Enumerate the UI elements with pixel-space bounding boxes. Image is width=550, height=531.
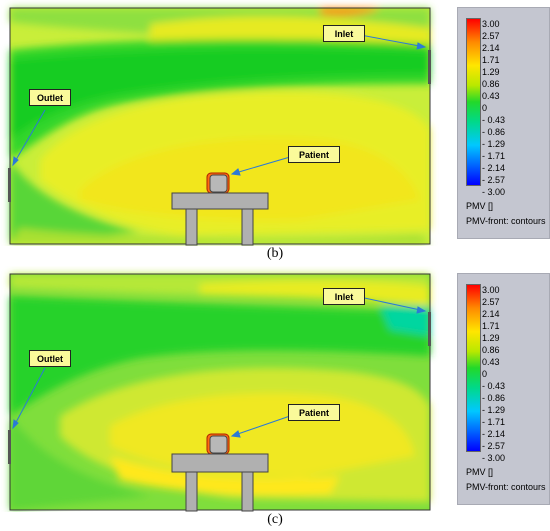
legend-tick: - 1.29 <box>482 139 506 149</box>
legend-tick: 2.14 <box>482 309 500 319</box>
patient-body <box>209 174 228 193</box>
pmv-field <box>8 273 431 511</box>
legend-tick: 1.29 <box>482 333 500 343</box>
inlet-vent <box>428 50 431 84</box>
outlet-vent <box>8 168 11 202</box>
legend-tick: - 2.57 <box>482 441 506 451</box>
patient-label: Patient <box>288 146 340 163</box>
legend-tick: - 2.57 <box>482 175 506 185</box>
outlet-vent <box>8 430 11 464</box>
legend-tick: - 2.14 <box>482 429 506 439</box>
pmv-contour-plot <box>8 273 431 512</box>
pmv-color-scale <box>466 284 481 452</box>
table-leg <box>185 208 198 246</box>
legend-title: PMV [] <box>466 467 494 477</box>
legend-tick: 2.57 <box>482 297 500 307</box>
callout-leaders <box>12 295 427 438</box>
table-top <box>171 192 269 210</box>
legend-tick: - 1.29 <box>482 405 506 415</box>
legend-tick: 2.14 <box>482 43 500 53</box>
inlet-label: Inlet <box>323 25 365 42</box>
outlet-label: Outlet <box>29 350 71 367</box>
legend-tick: - 0.86 <box>482 127 506 137</box>
pmv-color-scale <box>466 18 481 186</box>
legend-tick: 3.00 <box>482 19 500 29</box>
legend-tick: 2.57 <box>482 31 500 41</box>
legend-tick: - 0.43 <box>482 381 506 391</box>
patient-label: Patient <box>288 404 340 421</box>
legend-tick: 3.00 <box>482 285 500 295</box>
patient-and-table <box>171 172 269 246</box>
legend-subtitle: PMV-front: contours <box>466 216 546 226</box>
patient-body <box>209 435 228 454</box>
pmv-contour-plot <box>8 7 431 246</box>
legend-tick: 0.86 <box>482 345 500 355</box>
pmv-legend: 3.00 2.57 2.14 1.71 1.29 0.86 0.43 0 - 0… <box>457 273 550 505</box>
figure-panel-b: Inlet Outlet Patient 3.00 2.57 2.14 1.71… <box>0 0 550 265</box>
legend-tick: - 1.71 <box>482 417 506 427</box>
figure-caption-b: (b) <box>266 246 284 261</box>
legend-title: PMV [] <box>466 201 494 211</box>
figure-caption-c: (c) <box>267 512 283 527</box>
legend-tick: - 0.43 <box>482 115 506 125</box>
legend-tick: 1.71 <box>482 55 500 65</box>
legend-tick: - 3.00 <box>482 453 506 463</box>
legend-tick: - 0.86 <box>482 393 506 403</box>
legend-tick: - 2.14 <box>482 163 506 173</box>
legend-subtitle: PMV-front: contours <box>466 482 546 492</box>
table-leg <box>241 208 254 246</box>
legend-tick: - 3.00 <box>482 187 506 197</box>
legend-tick: 0.86 <box>482 79 500 89</box>
outlet-label: Outlet <box>29 89 71 106</box>
pmv-legend: 3.00 2.57 2.14 1.71 1.29 0.86 0.43 0 - 0… <box>457 7 550 239</box>
legend-tick: - 1.71 <box>482 151 506 161</box>
figure-panel-c: Inlet Outlet Patient 3.00 2.57 2.14 1.71… <box>0 266 550 531</box>
inlet-vent <box>428 312 431 346</box>
legend-tick: 0.43 <box>482 357 500 367</box>
table-top <box>171 453 269 473</box>
inlet-label: Inlet <box>323 288 365 305</box>
table-leg <box>241 471 254 512</box>
legend-tick: 0 <box>482 369 488 379</box>
legend-tick: 0 <box>482 103 488 113</box>
legend-tick: 1.29 <box>482 67 500 77</box>
legend-tick: 0.43 <box>482 91 500 101</box>
patient-and-table <box>171 433 269 512</box>
table-leg <box>185 471 198 512</box>
legend-tick: 1.71 <box>482 321 500 331</box>
callout-leaders <box>12 33 427 176</box>
